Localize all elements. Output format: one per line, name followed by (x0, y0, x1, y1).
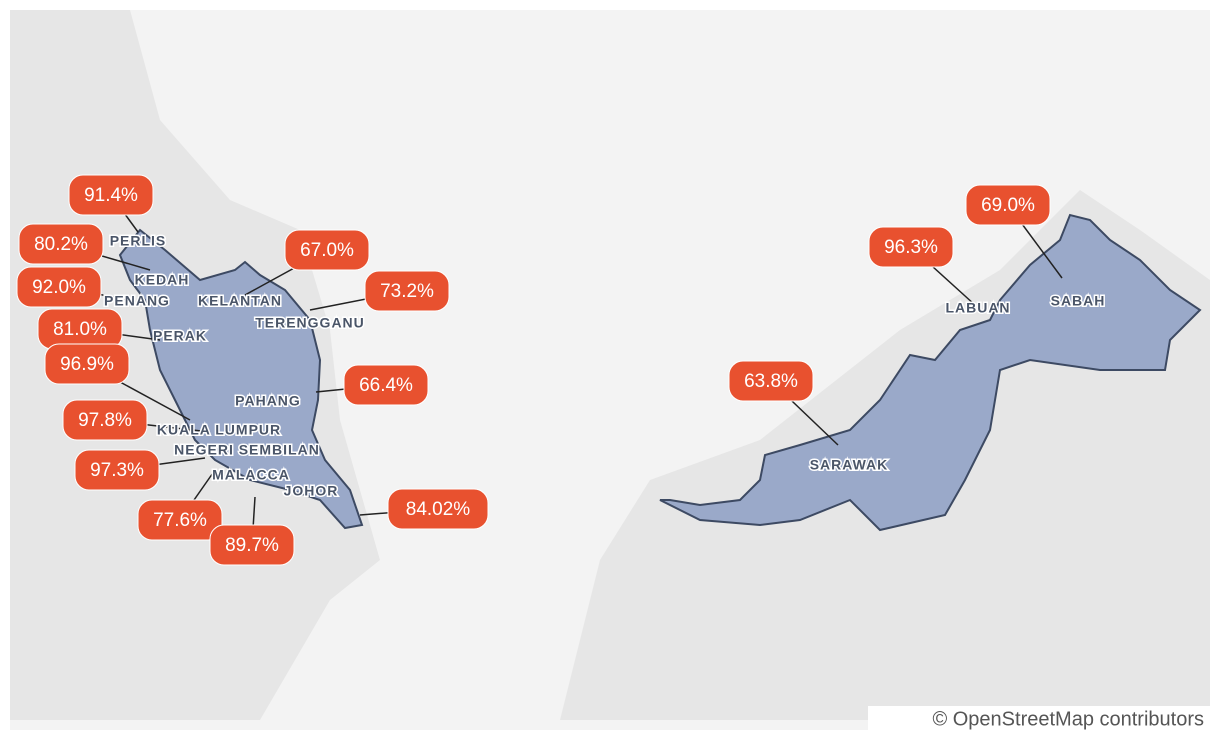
value-pill (74, 449, 160, 491)
attribution-background (868, 706, 1210, 734)
value-pill (137, 499, 223, 541)
value-label: 96.3% (884, 237, 938, 258)
value-pill (965, 184, 1051, 226)
region-name: NEGERI SEMBILAN (174, 442, 320, 458)
value-label: 77.6% (153, 510, 207, 531)
value-label: 67.0% (300, 240, 354, 261)
region-name: KUALA LUMPUR (157, 422, 281, 438)
value-pill (364, 270, 450, 312)
value-pill (68, 174, 154, 216)
peninsular-malaysia (118, 228, 364, 530)
value-pill (284, 229, 370, 271)
value-label: 80.2% (34, 234, 88, 255)
value-label: 97.3% (90, 460, 144, 481)
region-name: TERENGGANU (255, 315, 365, 331)
region-name: PAHANG (235, 393, 301, 409)
east-malaysia (659, 213, 1202, 532)
value-label: 89.7% (225, 535, 279, 556)
region-name: MALACCA (212, 467, 290, 483)
value-pill (18, 223, 104, 265)
value-label: 92.0% (32, 277, 86, 298)
value-label: 73.2% (380, 281, 434, 302)
attribution: © OpenStreetMap contributors (932, 708, 1204, 730)
value-pill (44, 343, 130, 385)
value-label: 69.0% (981, 195, 1035, 216)
value-label: 97.8% (78, 410, 132, 431)
region-name: SABAH (1051, 293, 1106, 309)
value-label: 84.02% (406, 499, 471, 520)
value-pill (868, 226, 954, 268)
value-pill (16, 266, 102, 308)
region-name: PERLIS (110, 233, 167, 249)
value-pill (62, 399, 148, 441)
region-name: JOHOR (284, 483, 339, 499)
value-pill (209, 524, 295, 566)
region-name: PENANG (104, 293, 170, 309)
value-label: 96.9% (60, 354, 114, 375)
value-label: 91.4% (84, 185, 138, 206)
value-pill (728, 360, 814, 402)
value-label: 81.0% (53, 319, 107, 340)
value-pill (387, 488, 489, 530)
value-pill (343, 364, 429, 406)
region-name: LABUAN (945, 300, 1010, 316)
region-name: KELANTAN (198, 293, 282, 309)
value-label: 63.8% (744, 371, 798, 392)
region-name: KEDAH (135, 272, 190, 288)
region-name: SARAWAK (810, 457, 889, 473)
value-label: 66.4% (359, 375, 413, 396)
region-name: PERAK (153, 328, 207, 344)
